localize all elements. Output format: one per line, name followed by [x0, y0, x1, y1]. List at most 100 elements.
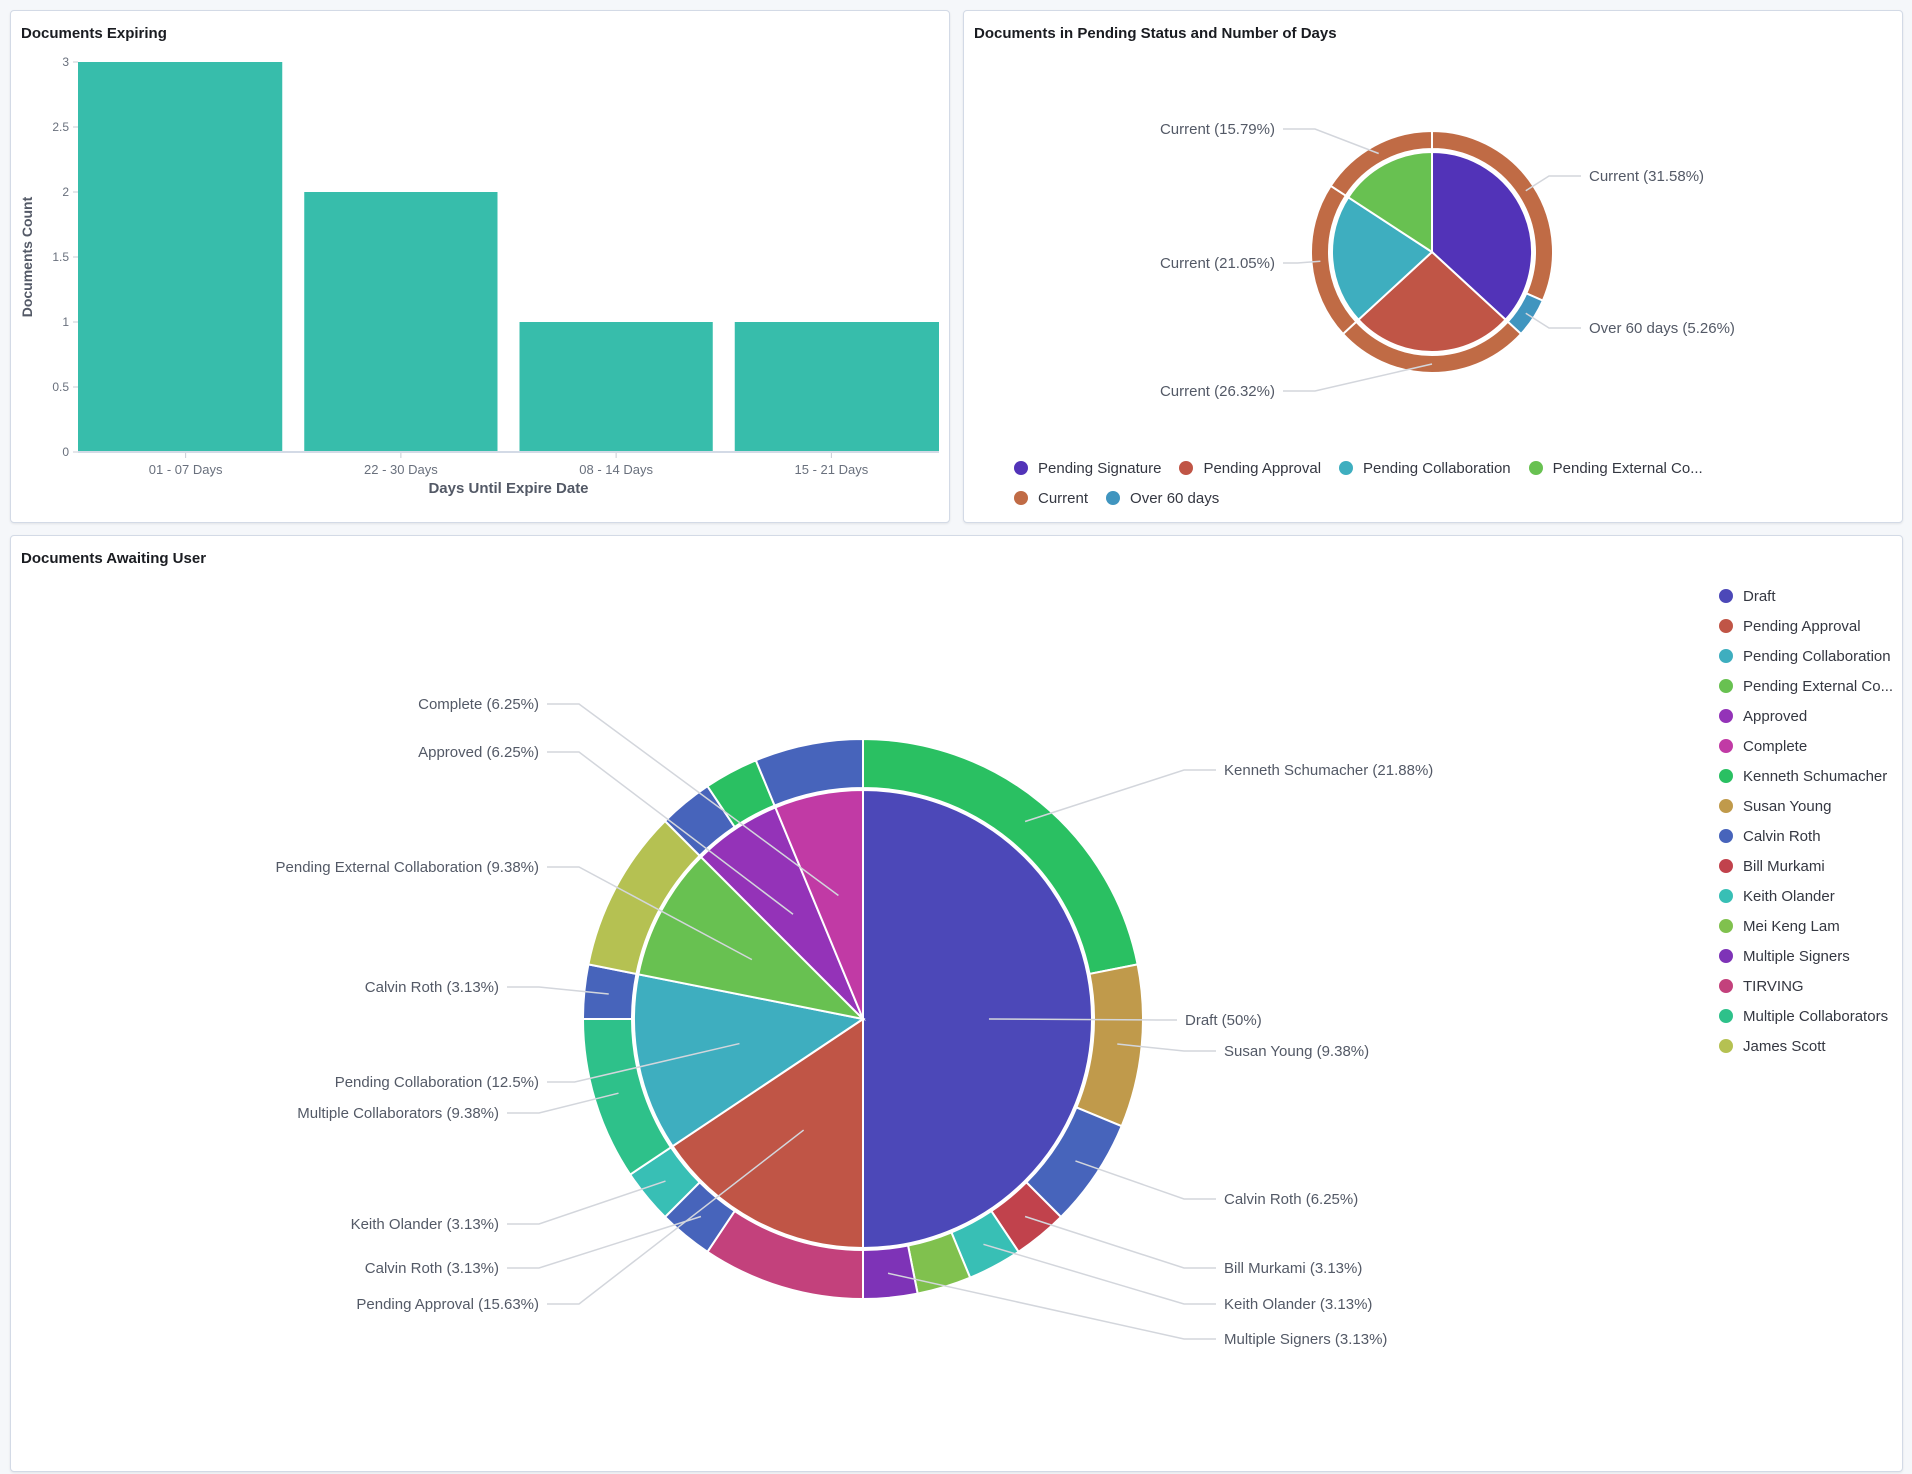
legend-label: Complete	[1743, 737, 1808, 755]
leader-line	[1283, 363, 1433, 392]
slice-label: Bill Murkami (3.13%)	[1224, 1260, 1362, 1277]
bar[interactable]	[78, 62, 283, 452]
legend-item[interactable]: Pending Collaboration	[1719, 641, 1893, 671]
y-tick-label: 2	[62, 185, 69, 199]
legend-item[interactable]: Pending External Co...	[1719, 671, 1893, 701]
legend-item[interactable]: Pending Collaboration	[1339, 459, 1511, 477]
legend-item[interactable]: Approved	[1719, 701, 1893, 731]
legend-label: Keith Olander	[1743, 887, 1835, 905]
inner-slice[interactable]	[1431, 150, 1533, 322]
slice-label: Pending External Collaboration (9.38%)	[276, 859, 540, 876]
y-axis-label: Documents Count	[19, 196, 35, 317]
legend-item[interactable]: Pending Signature	[1014, 459, 1161, 477]
inner-slice[interactable]	[1346, 150, 1433, 254]
legend-label: Pending Signature	[1038, 459, 1162, 477]
y-tick-label: 0.5	[52, 380, 69, 394]
legend-swatch-icon	[1339, 461, 1354, 475]
leader-line	[547, 703, 839, 897]
legend-swatch-icon	[1719, 889, 1733, 903]
bar[interactable]	[734, 322, 939, 452]
legend-swatch-icon	[1719, 1039, 1733, 1053]
legend: Draft Pending Approval Pending Collaborati…	[1719, 581, 1893, 1061]
legend-item[interactable]: Bill Murkami	[1719, 851, 1893, 881]
legend-item[interactable]: Calvin Roth	[1719, 821, 1893, 851]
legend-item[interactable]: TIRVING	[1719, 971, 1893, 1001]
inner-slice[interactable]	[671, 1017, 864, 1250]
legend-label: Bill Murkami	[1743, 857, 1825, 875]
leader-line	[1525, 312, 1581, 329]
legend-label: Over 60 days	[1130, 489, 1220, 507]
legend-item[interactable]: Pending Approval	[1719, 611, 1893, 641]
slice-label: Current (26.32%)	[1160, 383, 1275, 400]
legend-item[interactable]: Kenneth Schumacher	[1719, 761, 1893, 791]
y-tick-label: 1	[62, 315, 69, 329]
legend-item[interactable]: Draft	[1719, 581, 1893, 611]
leader-line	[1117, 1043, 1216, 1052]
legend-label: Current	[1038, 489, 1089, 507]
leader-line	[547, 866, 753, 961]
legend-item[interactable]: Pending Approval	[1179, 459, 1321, 477]
leader-line	[547, 1129, 805, 1305]
inner-slice[interactable]	[774, 788, 864, 1020]
leader-line	[507, 1092, 619, 1114]
legend-label: Calvin Roth	[1743, 827, 1821, 845]
inner-slice[interactable]	[1357, 250, 1507, 353]
legend-swatch-icon	[1014, 461, 1028, 475]
legend-swatch-icon	[1106, 491, 1121, 505]
slice-label: Multiple Collaborators (9.38%)	[297, 1105, 499, 1122]
inner-slice[interactable]	[1331, 195, 1434, 322]
legend-item[interactable]: Over 60 days	[1106, 489, 1219, 507]
legend-item[interactable]: Keith Olander	[1719, 881, 1893, 911]
panel-title: Documents Expiring	[21, 25, 167, 42]
slice-label: Calvin Roth (3.13%)	[365, 1260, 499, 1277]
legend-swatch-icon	[1719, 829, 1733, 843]
legend-item[interactable]: Current	[1014, 489, 1088, 507]
legend-label: Approved	[1743, 707, 1808, 725]
legend-item[interactable]: Pending External Co...	[1528, 459, 1703, 477]
legend-item[interactable]: Mei Keng Lam	[1719, 911, 1893, 941]
legend-label: Susan Young	[1743, 797, 1832, 815]
leader-line	[988, 1018, 1177, 1021]
legend-swatch-icon	[1719, 769, 1733, 783]
legend-label: TIRVING	[1743, 977, 1804, 995]
legend: Pending Signature Pending Approval Pending…	[1014, 459, 1774, 507]
outer-slice[interactable]	[1329, 129, 1433, 198]
documents-expiring-panel: Documents Expiring 0 0.5 1 1.5 2 2.5 3 01 - 07 …	[10, 10, 950, 523]
legend-swatch-icon	[1719, 709, 1733, 723]
legend-item[interactable]: Multiple Collaborators	[1719, 1001, 1893, 1031]
bar[interactable]	[304, 192, 498, 452]
outer-slice[interactable]	[754, 737, 864, 807]
legend-label: Multiple Collaborators	[1743, 1007, 1889, 1025]
bar[interactable]	[519, 322, 713, 452]
slice-label: Kenneth Schumacher (21.88%)	[1224, 762, 1433, 779]
leader-line	[507, 1215, 702, 1269]
legend-swatch-icon	[1179, 461, 1194, 475]
slice-label: Complete (6.25%)	[418, 696, 539, 713]
legend-swatch-icon	[1719, 589, 1733, 603]
slice-label: Calvin Roth (6.25%)	[1224, 1191, 1358, 1208]
outer-slice[interactable]	[862, 1244, 919, 1301]
legend-swatch-icon	[1719, 859, 1733, 873]
awaiting-user-panel: Documents Awaiting User Draft (50%) Pendi…	[10, 535, 1903, 1472]
legend-swatch-icon	[1014, 491, 1028, 505]
legend-swatch-icon	[1719, 679, 1733, 693]
leader-line	[507, 986, 609, 995]
slice-label: Keith Olander (3.13%)	[1224, 1296, 1372, 1313]
legend-item[interactable]: Multiple Signers	[1719, 941, 1893, 971]
x-tick-label: 01 - 07 Days	[149, 462, 223, 477]
legend-item[interactable]: Susan Young	[1719, 791, 1893, 821]
legend-swatch-icon	[1719, 799, 1733, 813]
legend-swatch-icon	[1719, 619, 1733, 633]
leader-line	[1024, 1215, 1216, 1269]
slice-label: Approved (6.25%)	[418, 744, 539, 761]
legend-label: Pending Approval	[1743, 617, 1861, 635]
inner-slice[interactable]	[633, 973, 866, 1148]
legend-swatch-icon	[1719, 919, 1733, 933]
awaiting-user-pie: Draft (50%) Pending Approval (15.63%) Pend…	[276, 696, 1434, 1348]
legend-label: Draft	[1743, 587, 1776, 605]
legend-item[interactable]: James Scott	[1719, 1031, 1893, 1061]
slice-label: Pending Approval (15.63%)	[356, 1296, 539, 1313]
legend-item[interactable]: Complete	[1719, 731, 1893, 761]
legend-label: Pending Collaboration	[1363, 459, 1511, 477]
legend-swatch-icon	[1719, 649, 1733, 663]
